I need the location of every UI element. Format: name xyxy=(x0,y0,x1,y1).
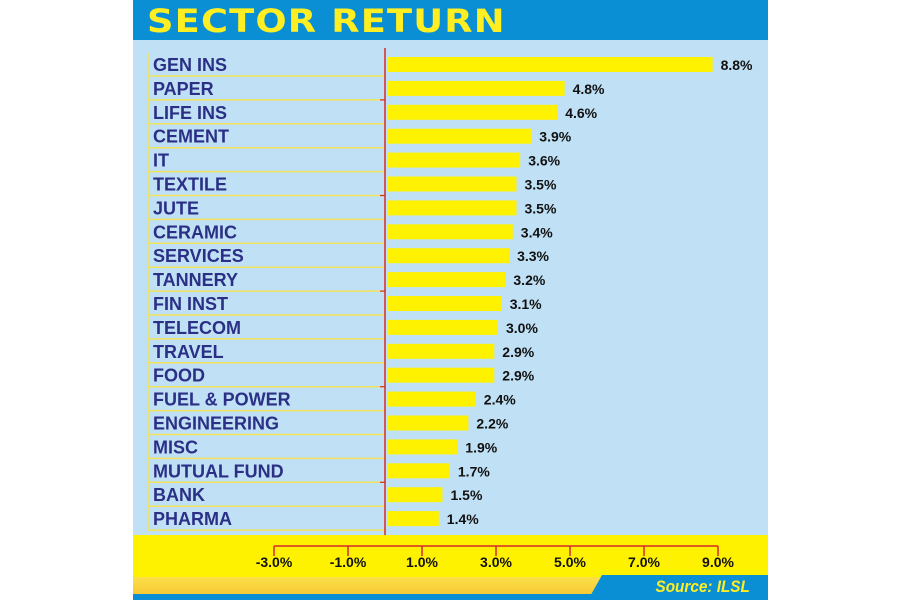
value-label: 1.9% xyxy=(465,439,497,455)
label-box xyxy=(147,459,385,484)
category-label: LIFE INS xyxy=(153,103,227,123)
category-label: MUTUAL FUND xyxy=(153,461,284,481)
x-tick-label: 7.0% xyxy=(628,554,660,570)
value-label: 2.4% xyxy=(484,392,516,408)
bar xyxy=(387,487,443,503)
label-box xyxy=(147,292,385,316)
label-box xyxy=(147,483,385,507)
source-label: Source: ILSL xyxy=(655,577,750,596)
header-band: SECTOR RETURN xyxy=(133,0,768,40)
bar xyxy=(387,343,495,359)
x-tick-label: 5.0% xyxy=(554,554,586,570)
x-tick-label: 3.0% xyxy=(480,554,512,570)
category-label: BANK xyxy=(153,485,205,505)
value-label: 3.0% xyxy=(506,320,538,336)
bar xyxy=(387,176,517,192)
value-label: 2.9% xyxy=(502,344,534,360)
bar xyxy=(387,296,502,311)
label-box xyxy=(147,172,385,197)
category-label: PHARMA xyxy=(153,509,232,529)
category-label: FOOD xyxy=(153,366,205,386)
value-label: 4.8% xyxy=(573,81,605,97)
category-label: TEXTILE xyxy=(153,175,227,195)
value-label: 2.9% xyxy=(502,368,534,384)
category-label: JUTE xyxy=(153,198,199,218)
bar xyxy=(387,104,558,120)
bar-chart: GEN INS 8.8% PAPER 4.8% LIFE INS 4.6% CEMENT 3.… xyxy=(147,48,753,570)
label-box xyxy=(147,76,385,101)
label-box xyxy=(147,196,385,221)
value-label: 3.4% xyxy=(521,224,553,240)
bar xyxy=(387,248,510,264)
bar xyxy=(387,57,713,72)
category-label: TELECOM xyxy=(153,318,241,338)
bar xyxy=(387,391,476,407)
value-label: 1.5% xyxy=(451,487,483,503)
label-box xyxy=(147,387,385,412)
label-box xyxy=(147,100,385,125)
x-tick-label: -1.0% xyxy=(330,554,367,570)
category-label: GEN INS xyxy=(153,55,227,75)
label-box xyxy=(147,507,385,531)
label-box xyxy=(147,220,385,245)
chart-title: SECTOR RETURN xyxy=(147,2,506,40)
value-label: 2.2% xyxy=(476,416,508,432)
category-label: CERAMIC xyxy=(153,222,237,242)
bar xyxy=(387,152,521,168)
label-box xyxy=(147,124,385,149)
value-label: 3.5% xyxy=(525,177,557,193)
bar xyxy=(387,511,439,527)
category-label: IT xyxy=(153,151,169,171)
value-label: 3.5% xyxy=(525,200,557,216)
category-label: MISC xyxy=(153,437,198,457)
value-label: 3.6% xyxy=(528,153,560,169)
label-box xyxy=(147,411,385,436)
category-label: FIN INST xyxy=(153,294,228,314)
axis-band xyxy=(133,535,768,577)
label-box xyxy=(147,435,385,460)
x-tick-label: 1.0% xyxy=(406,554,438,570)
bar xyxy=(387,80,565,96)
category-label: TANNERY xyxy=(153,270,238,290)
bar xyxy=(387,272,506,288)
value-label: 3.1% xyxy=(510,296,542,312)
category-label: PAPER xyxy=(153,79,214,99)
label-box xyxy=(147,244,385,268)
label-box xyxy=(147,363,385,388)
bar xyxy=(387,128,532,144)
category-label: ENGINEERING xyxy=(153,414,279,434)
category-label: CEMENT xyxy=(153,127,229,147)
value-label: 4.6% xyxy=(565,105,597,121)
bar xyxy=(387,224,513,240)
label-box xyxy=(147,339,385,364)
bar xyxy=(387,415,469,431)
value-label: 8.8% xyxy=(721,57,753,73)
bar xyxy=(387,319,498,335)
label-box xyxy=(147,148,385,173)
x-tick-label: 9.0% xyxy=(702,554,734,570)
value-label: 3.3% xyxy=(517,248,549,264)
chart-panel: SECTOR RETURN Source: ILSL GEN INS 8.8% PA… xyxy=(133,0,768,600)
value-label: 3.9% xyxy=(539,129,571,145)
category-label: SERVICES xyxy=(153,246,244,266)
label-box xyxy=(147,268,385,292)
value-label: 1.4% xyxy=(447,511,479,527)
label-box xyxy=(147,53,385,77)
value-label: 3.2% xyxy=(513,272,545,288)
bar xyxy=(387,439,458,455)
x-tick-label: -3.0% xyxy=(256,554,293,570)
label-box xyxy=(147,315,385,340)
value-label: 1.7% xyxy=(458,463,490,479)
category-label: FUEL & POWER xyxy=(153,390,291,410)
bar xyxy=(387,367,495,383)
bar xyxy=(387,200,517,216)
bottom-line xyxy=(133,594,768,600)
bar xyxy=(387,463,450,479)
category-label: TRAVEL xyxy=(153,342,224,362)
